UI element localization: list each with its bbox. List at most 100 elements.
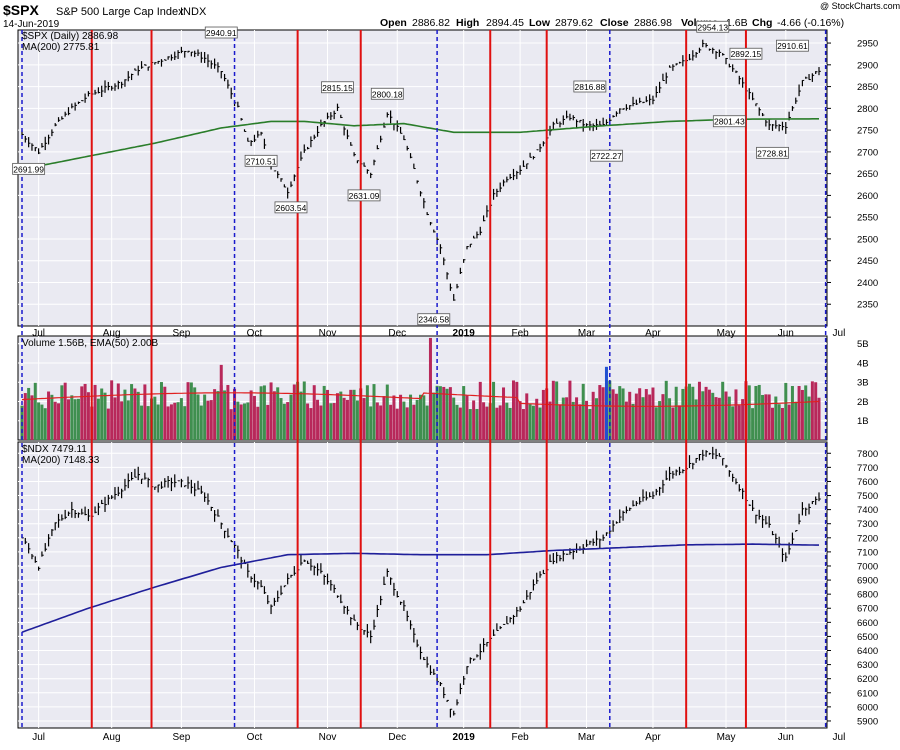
- price-annotation-label: 2691.99: [13, 164, 44, 174]
- volume-bar: [233, 388, 237, 440]
- price-annotation-label: 2722.27: [591, 151, 622, 161]
- volume-bar: [664, 380, 668, 440]
- volume-bar: [362, 398, 366, 440]
- volume-bar: [342, 397, 346, 440]
- low-label: Low: [529, 17, 551, 29]
- volume-bar: [495, 407, 499, 440]
- volume-bar: [611, 389, 615, 440]
- month-tick-label: Jul: [833, 732, 846, 743]
- volume-bar: [179, 398, 183, 440]
- volume-bar: [511, 380, 515, 440]
- month-tick-label: Nov: [319, 732, 337, 743]
- volume-bar: [382, 396, 386, 440]
- volume-bar: [385, 384, 389, 440]
- volume-bar: [306, 403, 310, 440]
- volume-bar: [445, 388, 449, 440]
- volume-bar: [747, 385, 751, 440]
- volume-bar: [455, 404, 459, 440]
- volume-bar: [156, 404, 160, 440]
- volume-bar: [405, 407, 409, 440]
- volume-bar: [595, 398, 599, 440]
- volume-bar: [661, 394, 665, 440]
- volume-bar: [757, 384, 761, 440]
- volume-bar: [276, 387, 280, 440]
- volume-bar: [468, 409, 472, 440]
- volume-bar: [76, 398, 80, 440]
- y-tick-label: 7800: [857, 449, 878, 460]
- volume-bar: [242, 403, 246, 440]
- volume-bar: [714, 397, 718, 440]
- y-tick-label: 6000: [857, 702, 878, 713]
- volume-bar: [438, 386, 442, 440]
- price-annotation-label: 2801.43: [714, 117, 745, 127]
- volume-bar: [697, 381, 701, 440]
- volume-bar: [767, 394, 771, 440]
- volume-bar: [355, 400, 359, 440]
- volume-spike-bar: [604, 366, 608, 440]
- volume-spike-bar: [428, 337, 432, 440]
- volume-bar: [193, 387, 197, 440]
- price-bars: [21, 39, 821, 718]
- month-tick-label: Jul: [833, 328, 846, 339]
- price-annotation-box: [696, 20, 730, 33]
- volume-bar: [711, 392, 715, 440]
- month-tick-label: May: [717, 732, 736, 743]
- volume-bar: [794, 401, 798, 440]
- volume-bar: [332, 403, 336, 440]
- price-annotation-box: [590, 149, 623, 162]
- volume-bar: [734, 389, 738, 440]
- volume-bar: [133, 388, 137, 440]
- volume-bar: [790, 386, 794, 440]
- volume-bar: [478, 381, 482, 440]
- volume-bar: [521, 409, 525, 440]
- panel-price: [17, 29, 828, 327]
- y-tick-label: 6100: [857, 688, 878, 699]
- volume-bar: [186, 382, 190, 440]
- volume-bar: [146, 406, 150, 440]
- y-tick-label: 6500: [857, 632, 878, 643]
- volume-bar: [57, 403, 61, 440]
- y-tick-label: 2700: [857, 147, 878, 158]
- y-tick-label: 7200: [857, 533, 878, 544]
- volume-bar: [651, 387, 655, 440]
- volume-bar: [541, 389, 545, 440]
- price-annotation-box: [370, 87, 404, 100]
- y-tick-label: 6400: [857, 646, 878, 657]
- volume-bar: [272, 391, 276, 440]
- volume-bar: [103, 392, 107, 440]
- volume-bar: [289, 394, 293, 440]
- volume-bar: [236, 401, 240, 440]
- volume-bar: [339, 391, 343, 440]
- volume-bar: [27, 387, 31, 440]
- y-tick-label: 5B: [857, 339, 869, 350]
- price-annotation-box: [756, 146, 789, 159]
- y-tick-label: 6200: [857, 674, 878, 685]
- volume-bar: [465, 395, 469, 440]
- volume-bar: [113, 397, 117, 440]
- y-tick-label: 7400: [857, 505, 878, 516]
- volume-bar: [817, 397, 821, 440]
- close-label: Close: [600, 17, 629, 29]
- price-annotation-label: 2816.88: [574, 82, 605, 92]
- volume-bar: [751, 408, 755, 440]
- y-tick-label: 6800: [857, 590, 878, 601]
- volume-bar: [601, 387, 605, 440]
- volume-bar: [209, 400, 213, 440]
- volume-bar: [724, 391, 728, 440]
- y-tick-label: 2600: [857, 191, 878, 202]
- month-tick-label: Mar: [578, 328, 596, 339]
- axis-ticks: Jul Jul Aug Aug Sep Sep Oct Oct Nov Nov Dec Dec 2019…: [32, 39, 878, 743]
- volume-bar: [508, 407, 512, 440]
- volume-bar: [515, 381, 519, 440]
- volume-bar: [581, 383, 585, 440]
- volume-spike-bar: [219, 364, 223, 440]
- month-tick-label: Feb: [512, 328, 530, 339]
- y-tick-label: 2950: [857, 39, 878, 50]
- volume-bar: [173, 402, 177, 440]
- price-annotation-label: 2710.51: [246, 156, 277, 166]
- y-tick-label: 7700: [857, 463, 878, 474]
- price-annotation-label: 2800.18: [372, 89, 403, 99]
- volume-bar: [754, 386, 758, 440]
- month-tick-label: Feb: [512, 732, 530, 743]
- volume-bar: [565, 397, 569, 440]
